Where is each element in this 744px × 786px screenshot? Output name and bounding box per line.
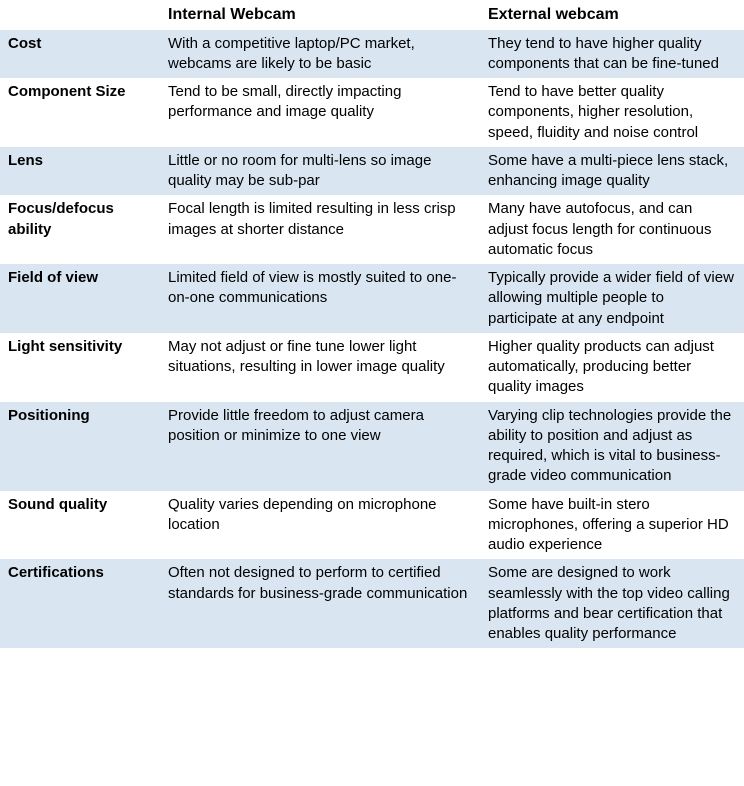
table-row: Field of view Limited field of view is m… [0,264,744,333]
cell-external: Higher quality products can adjust autom… [480,333,744,402]
cell-external: Some are designed to work seamlessly wit… [480,559,744,648]
cell-internal: Often not designed to perform to certifi… [160,559,480,648]
cell-external: Varying clip technologies provide the ab… [480,402,744,491]
header-row: Internal Webcam External webcam [0,0,744,30]
cell-internal: May not adjust or fine tune lower light … [160,333,480,402]
row-label: Lens [0,147,160,196]
row-label: Field of view [0,264,160,333]
table-row: Sound quality Quality varies depending o… [0,491,744,560]
table-row: Certifications Often not designed to per… [0,559,744,648]
header-blank [0,0,160,30]
header-internal: Internal Webcam [160,0,480,30]
header-external: External webcam [480,0,744,30]
cell-internal: Limited field of view is mostly suited t… [160,264,480,333]
cell-internal: Focal length is limited resulting in les… [160,195,480,264]
row-label: Sound quality [0,491,160,560]
cell-internal: Little or no room for multi-lens so imag… [160,147,480,196]
table-row: Focus/defocus ability Focal length is li… [0,195,744,264]
row-label: Cost [0,30,160,79]
table-row: Positioning Provide little freedom to ad… [0,402,744,491]
comparison-table-container: Internal Webcam External webcam Cost Wit… [0,0,744,648]
table-row: Lens Little or no room for multi-lens so… [0,147,744,196]
cell-internal: Tend to be small, directly impacting per… [160,78,480,147]
table-row: Light sensitivity May not adjust or fine… [0,333,744,402]
cell-external: Some have a multi-piece lens stack, enha… [480,147,744,196]
cell-internal: With a competitive laptop/PC market, web… [160,30,480,79]
row-label: Focus/defocus ability [0,195,160,264]
cell-internal: Quality varies depending on microphone l… [160,491,480,560]
cell-external: Some have built-in stero microphones, of… [480,491,744,560]
row-label: Light sensitivity [0,333,160,402]
row-label: Positioning [0,402,160,491]
cell-internal: Provide little freedom to adjust camera … [160,402,480,491]
table-body: Cost With a competitive laptop/PC market… [0,30,744,649]
table-row: Cost With a competitive laptop/PC market… [0,30,744,79]
cell-external: Many have autofocus, and can adjust focu… [480,195,744,264]
comparison-table: Internal Webcam External webcam Cost Wit… [0,0,744,648]
table-row: Component Size Tend to be small, directl… [0,78,744,147]
row-label: Certifications [0,559,160,648]
row-label: Component Size [0,78,160,147]
cell-external: They tend to have higher quality compone… [480,30,744,79]
cell-external: Tend to have better quality components, … [480,78,744,147]
cell-external: Typically provide a wider field of view … [480,264,744,333]
